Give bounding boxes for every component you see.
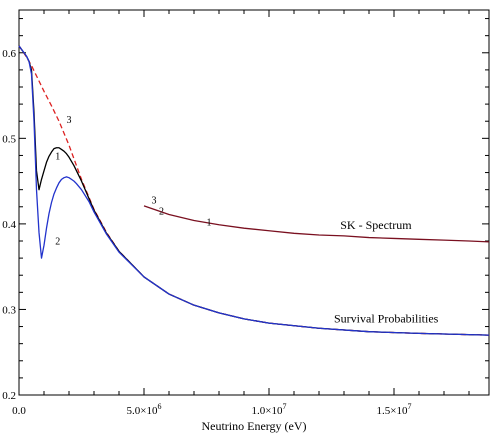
x-tick-label: 1.0×107 xyxy=(252,402,287,417)
series-layer xyxy=(18,45,490,336)
axis-ticks xyxy=(18,10,489,396)
chart-annotation: 1 xyxy=(207,218,212,229)
x-axis-label: Neutrino Energy (eV) xyxy=(201,419,306,433)
series-line-2 xyxy=(18,45,490,336)
chart-annotation: 3 xyxy=(152,195,157,206)
chart-annotation: SK - Spectrum xyxy=(340,218,412,232)
x-tick-label: 1.5×107 xyxy=(377,402,412,417)
chart-annotation: 1 xyxy=(55,152,60,163)
y-tick-label: 0.2 xyxy=(2,390,16,402)
chart-annotation: Survival Probabilities xyxy=(334,311,439,325)
y-tick-label: 0.6 xyxy=(2,48,16,60)
plot-frame xyxy=(18,9,490,396)
x-tick-label: 5.0×106 xyxy=(127,402,162,417)
y-tick-label: 0.4 xyxy=(2,219,16,231)
series-line-1 xyxy=(18,45,490,336)
y-tick-label: 0.5 xyxy=(2,133,16,145)
series-line-0 xyxy=(18,45,490,336)
x-tick-label: 0.0 xyxy=(12,405,26,417)
series-line-3 xyxy=(143,205,490,243)
chart-annotation: 2 xyxy=(55,236,60,247)
chart-annotation: 3 xyxy=(67,115,72,126)
axis-tick-labels: 0.0 5.0×106 1.0×107 1.5×107 0.2 0.3 0.4 0.5 0.6 xyxy=(2,48,411,417)
chart-annotation: 2 xyxy=(159,206,164,217)
y-tick-label: 0.3 xyxy=(2,304,16,316)
